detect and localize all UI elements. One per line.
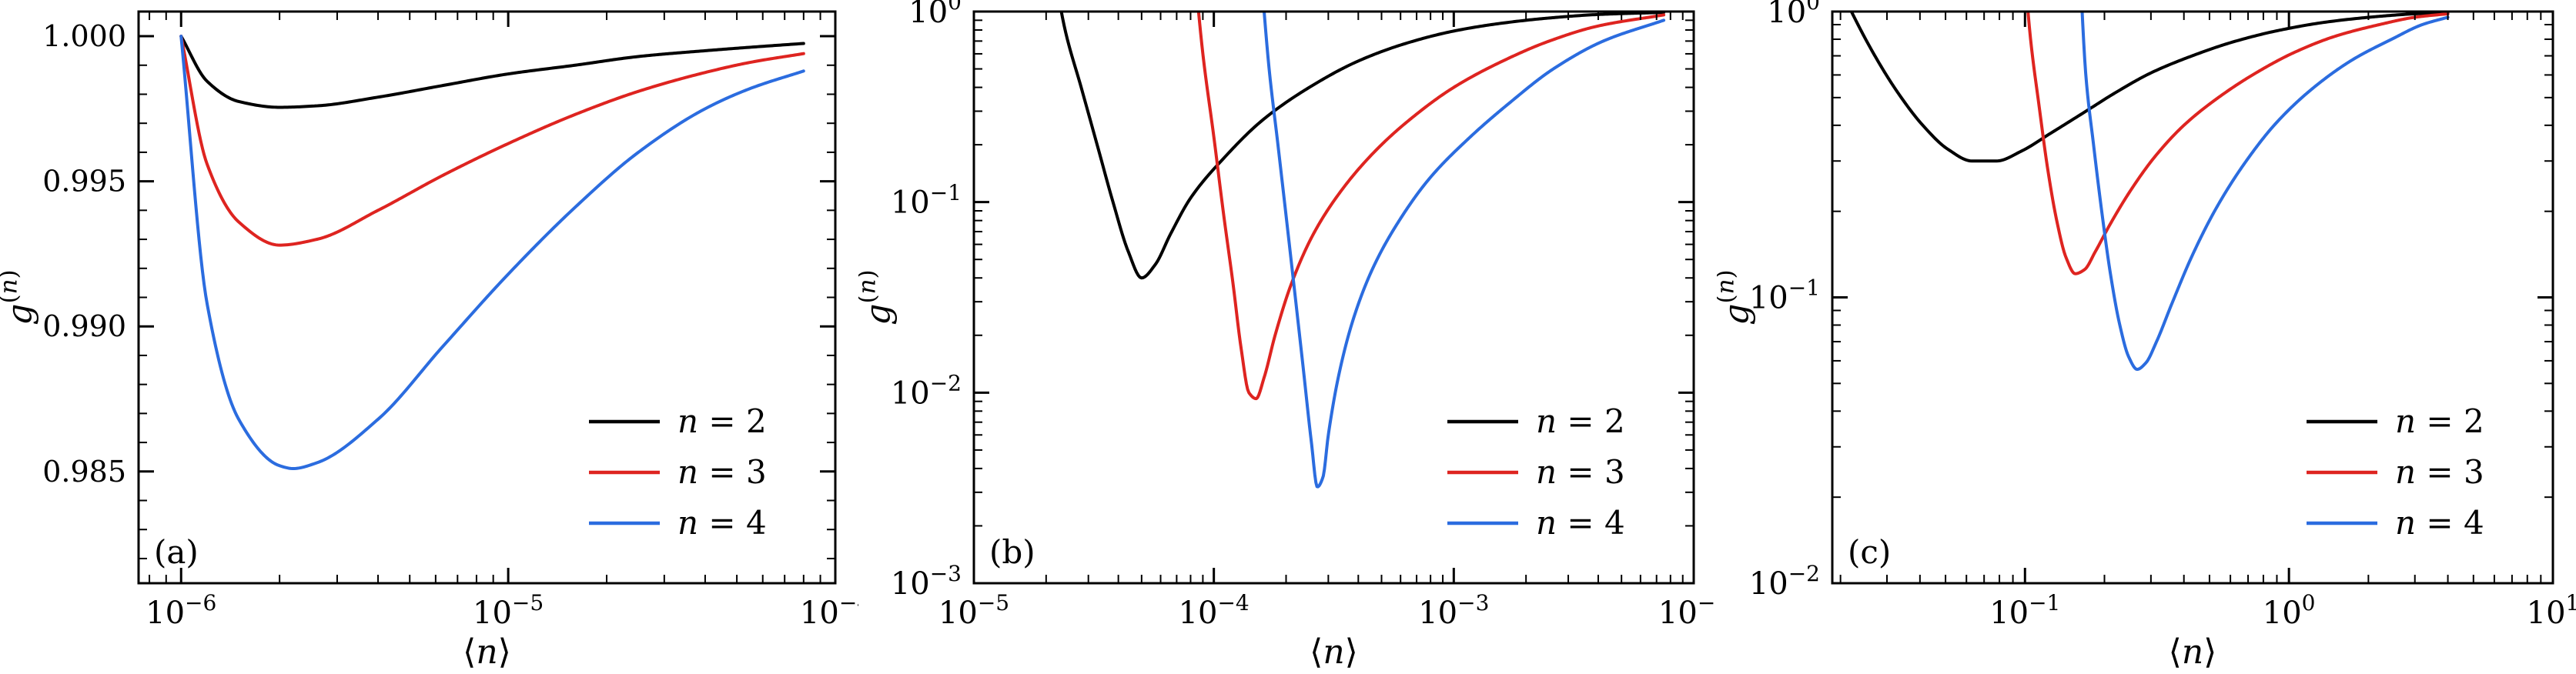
svg-text:n = 4: n = 4 (2395, 504, 2484, 542)
svg-text:(a): (a) (154, 533, 199, 571)
svg-text:0.995: 0.995 (42, 165, 126, 199)
panel-b-chart: 10−5 10−4 10−3 10−2 10−3 10−2 10−1 100 ⟨n⟩ g(n) (b… (858, 0, 1717, 672)
svg-text:n = 4: n = 4 (1536, 504, 1625, 542)
svg-text:n = 3: n = 3 (677, 453, 767, 491)
svg-text:⟨n⟩: ⟨n⟩ (1310, 632, 1358, 672)
svg-text:⟨n⟩: ⟨n⟩ (2169, 632, 2217, 672)
panel-a-chart: 10−6 10−5 10−4 0.985 0.990 0.995 1.000 ⟨n⟩ g(n) (… (0, 10, 858, 672)
svg-text:10−3: 10−3 (891, 561, 962, 602)
panel-b: 10−5 10−4 10−3 10−2 10−3 10−2 10−1 100 ⟨n⟩ g(n) (b… (858, 0, 1717, 674)
svg-text:(b): (b) (989, 533, 1035, 571)
svg-text:10−3: 10−3 (1418, 590, 1489, 631)
svg-text:g(n): g(n) (858, 269, 898, 325)
svg-text:10−4: 10−4 (1179, 590, 1250, 631)
svg-text:10−2: 10−2 (1749, 561, 1820, 602)
svg-text:10−5: 10−5 (473, 590, 544, 631)
svg-text:n = 2: n = 2 (1536, 402, 1625, 440)
svg-text:100: 100 (2263, 590, 2316, 631)
svg-text:n = 3: n = 3 (1536, 453, 1625, 491)
svg-text:100: 100 (908, 0, 962, 30)
svg-text:n = 2: n = 2 (2395, 402, 2484, 440)
svg-text:10−4: 10−4 (800, 590, 858, 631)
svg-text:10−1: 10−1 (1749, 275, 1820, 316)
svg-text:10−2: 10−2 (1658, 590, 1717, 631)
svg-text:101: 101 (2527, 590, 2576, 631)
panel-c-chart: 10−1 100 101 10−2 10−1 100 ⟨n⟩ g(n) (c) n = 2 n = … (1717, 0, 2576, 672)
svg-text:0.990: 0.990 (42, 309, 126, 343)
svg-text:0.985: 0.985 (42, 455, 126, 489)
svg-text:g(n): g(n) (0, 269, 39, 325)
svg-text:n = 4: n = 4 (677, 504, 767, 542)
svg-text:n = 3: n = 3 (2395, 453, 2484, 491)
svg-text:10−5: 10−5 (938, 590, 1009, 631)
svg-text:1.000: 1.000 (42, 19, 126, 53)
svg-text:10−1: 10−1 (891, 180, 962, 221)
panel-c: 10−1 100 101 10−2 10−1 100 ⟨n⟩ g(n) (c) n = 2 n = … (1717, 0, 2576, 674)
svg-text:10−6: 10−6 (146, 590, 216, 631)
svg-text:⟨n⟩: ⟨n⟩ (463, 632, 511, 672)
svg-text:n = 2: n = 2 (677, 402, 767, 440)
panel-a: 10−6 10−5 10−4 0.985 0.990 0.995 1.000 ⟨n⟩ g(n) (… (0, 0, 858, 674)
svg-text:(c): (c) (1848, 533, 1891, 571)
svg-text:10−2: 10−2 (891, 371, 962, 412)
svg-text:10−1: 10−1 (1989, 590, 2060, 631)
svg-text:g(n): g(n) (1717, 269, 1756, 325)
svg-text:100: 100 (1767, 0, 1820, 30)
